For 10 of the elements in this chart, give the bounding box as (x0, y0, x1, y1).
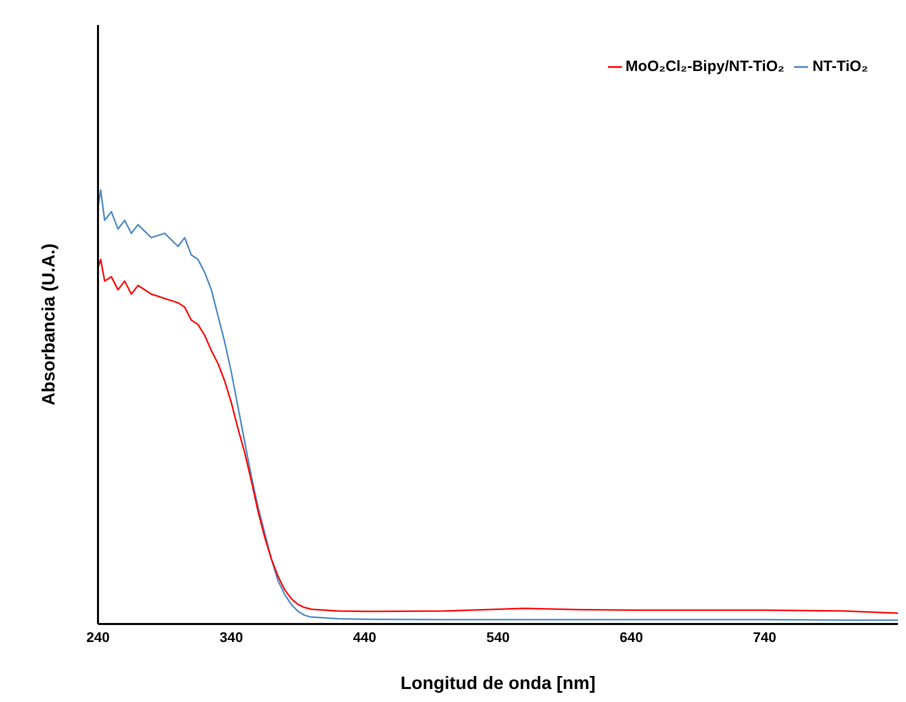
x-tick-label: 740 (752, 628, 777, 645)
y-axis-title: Absorbancia (U.A.) (38, 243, 58, 406)
legend-label: NT-TiO₂ (812, 58, 868, 75)
x-tick-label: 540 (486, 628, 510, 645)
legend-label: MoO₂Cl₂-Bipy/NT-TiO₂ (626, 58, 784, 75)
x-axis-title: Longitud de onda [nm] (400, 673, 596, 693)
x-tick-label: 240 (86, 628, 110, 645)
x-tick-label: 640 (620, 628, 644, 645)
x-tick-label: 340 (220, 628, 244, 645)
x-tick-label: 440 (352, 628, 377, 645)
